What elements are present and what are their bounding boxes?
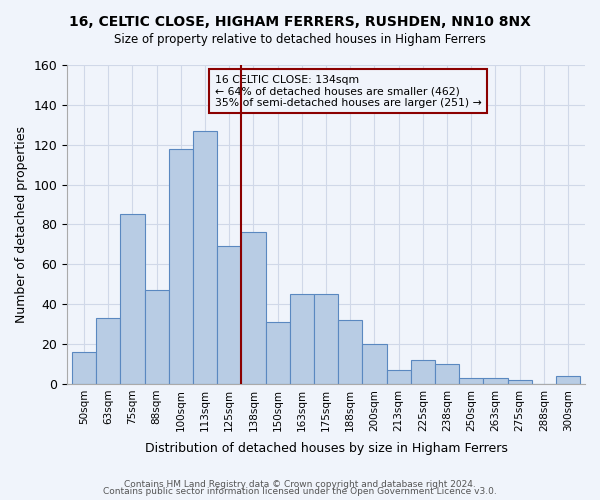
Bar (217, 246, 241, 384)
Bar (290, 294, 314, 384)
Bar (459, 378, 484, 384)
Bar (314, 294, 338, 384)
Text: Size of property relative to detached houses in Higham Ferrers: Size of property relative to detached ho… (114, 32, 486, 46)
Bar (484, 378, 508, 384)
Bar (435, 364, 459, 384)
Bar (556, 376, 580, 384)
Text: 16 CELTIC CLOSE: 134sqm
← 64% of detached houses are smaller (462)
35% of semi-d: 16 CELTIC CLOSE: 134sqm ← 64% of detache… (215, 74, 481, 108)
Bar (508, 380, 532, 384)
Bar (145, 290, 169, 384)
Bar (338, 320, 362, 384)
Y-axis label: Number of detached properties: Number of detached properties (15, 126, 28, 323)
Text: 16, CELTIC CLOSE, HIGHAM FERRERS, RUSHDEN, NN10 8NX: 16, CELTIC CLOSE, HIGHAM FERRERS, RUSHDE… (69, 15, 531, 29)
Bar (96, 318, 121, 384)
Bar (121, 214, 145, 384)
Bar (362, 344, 386, 384)
Text: Contains public sector information licensed under the Open Government Licence v3: Contains public sector information licen… (103, 487, 497, 496)
Bar (72, 352, 96, 384)
Bar (241, 232, 266, 384)
Bar (386, 370, 411, 384)
X-axis label: Distribution of detached houses by size in Higham Ferrers: Distribution of detached houses by size … (145, 442, 508, 455)
Bar (266, 322, 290, 384)
Bar (169, 148, 193, 384)
Text: Contains HM Land Registry data © Crown copyright and database right 2024.: Contains HM Land Registry data © Crown c… (124, 480, 476, 489)
Bar (193, 131, 217, 384)
Bar (411, 360, 435, 384)
